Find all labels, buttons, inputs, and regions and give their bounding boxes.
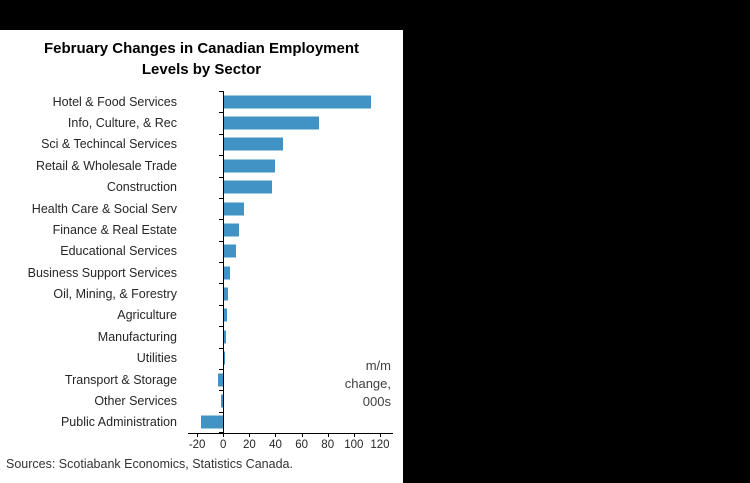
bar-area [188,262,393,283]
bar-area [188,283,393,304]
bar-area [188,390,393,411]
category-label: Manufacturing [97,329,177,344]
bar-area [188,177,393,198]
chart-row: Other Services [0,390,403,411]
bar [223,308,228,322]
category-label: Other Services [94,393,177,408]
bar-area [188,219,393,240]
bar [220,394,224,408]
x-tick-label: -20 [188,439,206,451]
bar [223,287,229,301]
x-tick-mark [353,433,355,437]
category-label: Public Administration [60,415,177,430]
chart-row: Educational Services [0,241,403,262]
bar [223,159,276,173]
bar [223,244,237,258]
chart-row: Hotel & Food Services [0,91,403,112]
bar [223,330,226,344]
units-annotation-line-1: m/m [365,358,391,373]
chart-row: Health Care & Social Serv [0,198,403,219]
x-tick-label: 20 [242,439,256,451]
category-label: Construction [106,180,177,195]
chart-panel: February Changes in Canadian Employment … [0,30,403,483]
x-axis: -20 0 20 40 60 80 100 120 [188,433,393,455]
chart-row: Finance & Real Estate [0,219,403,240]
units-annotation-line-2: change, [344,376,391,391]
category-label: Sci & Techincal Services [41,137,177,152]
x-tick-mark [301,433,303,437]
units-annotation: m/m change, 000s [345,357,391,411]
category-label: Oil, Mining, & Forestry [53,287,177,302]
chart-row: Transport & Storage [0,369,403,390]
x-tick-label: 40 [269,439,282,451]
category-label: Utilities [136,351,177,366]
bar-area [188,112,393,133]
x-axis-line [188,433,393,434]
chart-row: Agriculture [0,305,403,326]
chart-title-line-2: Levels by Sector [141,61,262,78]
units-annotation-line-3: 000s [362,394,391,409]
bar [223,351,225,365]
x-tick-mark [249,433,251,437]
bar [223,223,239,237]
bar-area [188,134,393,155]
bar-area [188,326,393,347]
chart-row: Sci & Techincal Services [0,134,403,155]
source-note: Sources: Scotiabank Economics, Statistic… [6,457,293,471]
bar-area [188,305,393,326]
bar-area [188,155,393,176]
category-label: Health Care & Social Serv [31,201,177,216]
x-tick-mark [379,433,381,437]
bar [223,95,371,109]
bar-area [188,91,393,112]
x-tick-label: 60 [295,439,308,451]
chart-title-line-1: February Changes in Canadian Employment [43,40,360,57]
x-tick-label: 0 [220,439,227,451]
x-tick-label: 100 [344,439,364,451]
category-label: Transport & Storage [64,372,177,387]
chart-row: Construction [0,177,403,198]
category-label: Info, Culture, & Rec [67,116,177,131]
chart-row: Info, Culture, & Rec [0,112,403,133]
bar [223,116,319,130]
x-tick-label: 80 [321,439,335,451]
chart-row: Manufacturing [0,326,403,347]
bar [223,137,284,151]
chart-row: Business Support Services [0,262,403,283]
bar [218,373,224,387]
bar-area [188,369,393,390]
x-tick-mark [327,433,329,437]
bar [223,180,272,194]
category-label: Business Support Services [27,265,177,280]
category-label: Retail & Wholesale Trade [35,158,177,173]
bar-area [188,198,393,219]
bar [223,266,230,280]
bar [223,202,245,216]
chart-row: Oil, Mining, & Forestry [0,283,403,304]
x-tick-mark [223,433,225,437]
category-label: Agriculture [117,308,177,323]
x-tick-label: 120 [370,439,390,451]
category-label: Educational Services [60,244,177,259]
bar-area [188,412,393,433]
category-label: Finance & Real Estate [52,222,177,237]
chart-row: Utilities [0,348,403,369]
bar-area [188,241,393,262]
chart-title: February Changes in Canadian Employment … [0,38,403,80]
x-tick-mark [197,433,199,437]
bar [201,415,224,429]
x-tick-mark [275,433,277,437]
chart-row: Public Administration [0,412,403,433]
bar-chart: Hotel & Food Services Info, Culture, & Re… [0,91,403,433]
category-label: Hotel & Food Services [52,94,177,109]
chart-row: Retail & Wholesale Trade [0,155,403,176]
